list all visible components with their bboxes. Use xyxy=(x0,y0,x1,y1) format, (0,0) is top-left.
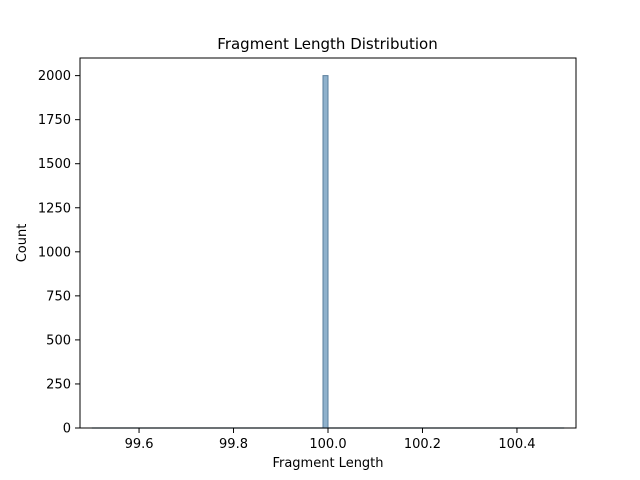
y-tick-label-0: 0 xyxy=(63,422,71,437)
x-tick-label-0: 99.6 xyxy=(125,437,154,452)
x-tick-label-2: 100.0 xyxy=(309,437,346,452)
x-tick-label-1: 99.8 xyxy=(219,437,248,452)
y-tick-label-6: 1500 xyxy=(38,157,71,172)
x-axis: 99.6 99.8 100.0 100.2 100.4 xyxy=(125,428,536,452)
x-tick-label-4: 100.4 xyxy=(498,437,535,452)
x-axis-label: Fragment Length xyxy=(272,456,383,471)
y-tick-label-5: 1250 xyxy=(38,201,71,216)
y-tick-label-8: 2000 xyxy=(38,69,71,84)
y-tick-label-7: 1750 xyxy=(38,113,71,128)
x-tick-label-3: 100.2 xyxy=(404,437,441,452)
histogram-bar-0 xyxy=(322,75,329,429)
y-tick-label-1: 250 xyxy=(46,377,71,392)
y-axis: 0 250 500 750 1000 1250 1500 1750 2000 xyxy=(38,69,80,437)
chart-title: Fragment Length Distribution xyxy=(217,35,437,53)
y-tick-label-2: 500 xyxy=(46,333,71,348)
y-axis-label: Count xyxy=(15,224,30,263)
plot-marks xyxy=(91,75,565,429)
y-tick-label-4: 1000 xyxy=(38,245,71,260)
y-tick-label-3: 750 xyxy=(46,289,71,304)
